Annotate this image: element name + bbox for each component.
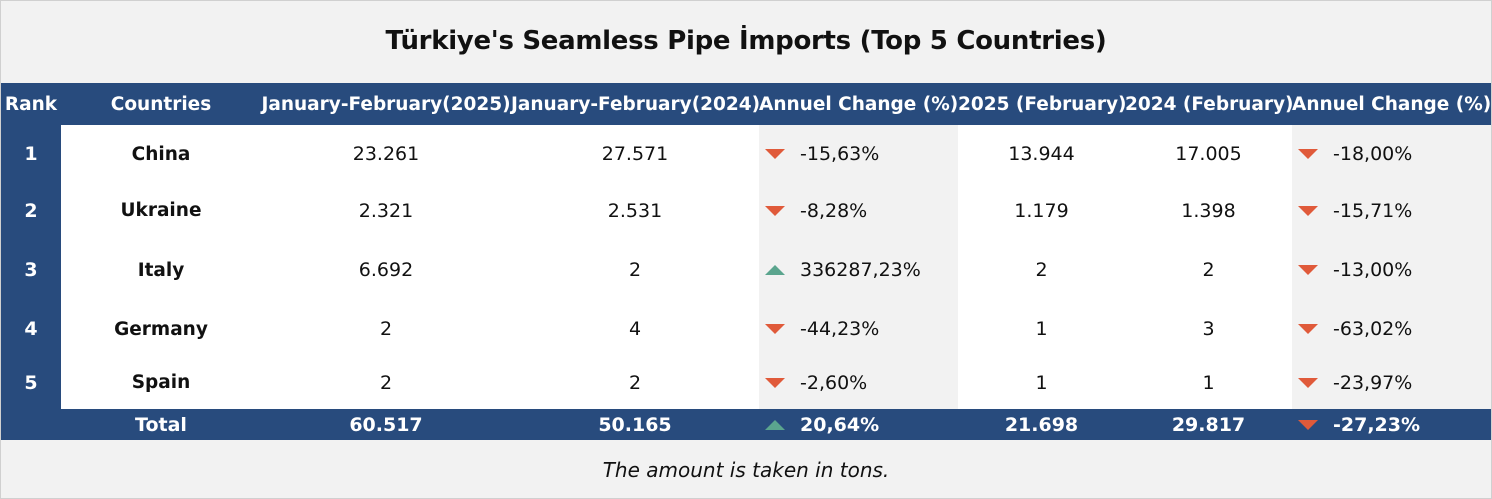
jf2024-cell: 2 xyxy=(511,356,759,409)
change-cell: 336287,23% xyxy=(759,238,958,302)
jf2025-cell: 2 xyxy=(261,356,511,409)
jf2024-cell: 2 xyxy=(511,238,759,302)
col-header: January-February(2024) xyxy=(511,93,761,115)
triangle-up-icon xyxy=(765,419,785,430)
triangle-down-icon xyxy=(765,205,785,216)
rank-cell: 1 xyxy=(1,125,61,183)
feb2025-cell: 1 xyxy=(958,302,1125,356)
change-value: -63,02% xyxy=(1333,318,1413,340)
country-cell: Germany xyxy=(61,302,261,356)
col-header: January-February(2025) xyxy=(261,93,511,115)
change-value: -2,60% xyxy=(800,371,868,394)
feb2025-cell: 13.944 xyxy=(958,125,1125,183)
feb2025-cell: 1.179 xyxy=(958,183,1125,238)
table-row: 5 Spain 2 2 -2,60% 1 1 -23,97% xyxy=(1,356,1491,409)
triangle-down-icon xyxy=(1298,265,1318,275)
feb2024-cell: 1 xyxy=(1125,356,1292,409)
triangle-down-icon xyxy=(1298,205,1318,216)
feb2024-cell: 2 xyxy=(1125,238,1292,302)
change-value: -13,00% xyxy=(1333,259,1413,281)
col-header: 2025 (February) xyxy=(958,93,1127,115)
feb2024-cell: 17.005 xyxy=(1125,125,1292,183)
total-jf2024: 50.165 xyxy=(598,413,672,436)
change-value: -18,00% xyxy=(1333,143,1413,165)
feb2024-cell: 1.398 xyxy=(1125,183,1292,238)
jf2025-cell: 2 xyxy=(261,302,511,356)
col-header: 2024 (February) xyxy=(1125,93,1294,115)
triangle-down-icon xyxy=(1298,419,1318,430)
change-cell: -15,71% xyxy=(1292,183,1491,238)
total-change-cell: -27,23% xyxy=(1292,409,1491,440)
country-cell: China xyxy=(61,125,261,183)
chart-title: Türkiye's Seamless Pipe İmports (Top 5 C… xyxy=(385,26,1107,56)
total-label: Total xyxy=(135,413,187,436)
col-header: Countries xyxy=(110,93,212,115)
col-header: Annuel Change (%) xyxy=(759,93,959,115)
total-jf2025: 60.517 xyxy=(349,413,423,436)
rank-cell: 2 xyxy=(1,183,61,238)
country-cell: Spain xyxy=(61,356,261,409)
triangle-down-icon xyxy=(765,149,785,159)
rank-cell: 3 xyxy=(1,238,61,302)
triangle-down-icon xyxy=(765,377,785,388)
triangle-down-icon xyxy=(1298,324,1318,334)
total-rank-cell xyxy=(1,409,61,440)
table-row: 3 Italy 6.692 2 336287,23% 2 2 -13,00% xyxy=(1,238,1491,302)
total-row: Total 60.517 50.165 20,64% 21.698 29.817… xyxy=(1,409,1491,440)
col-header: Annuel Change (%) xyxy=(1292,93,1492,115)
triangle-up-icon xyxy=(765,265,785,275)
change-cell: -18,00% xyxy=(1292,125,1491,183)
jf2025-cell: 6.692 xyxy=(261,238,511,302)
col-header: Rank xyxy=(4,93,58,115)
total-feb2024: 29.817 xyxy=(1171,413,1246,436)
country-cell: Italy xyxy=(61,238,261,302)
change-value: 336287,23% xyxy=(800,259,921,281)
country-cell: Ukraine xyxy=(61,183,261,238)
change-value: -15,63% xyxy=(800,143,880,165)
table-row: 2 Ukraine 2.321 2.531 -8,28% 1.179 1.398 -15,71… xyxy=(1,183,1491,238)
jf2024-cell: 4 xyxy=(511,302,759,356)
change-cell: -13,00% xyxy=(1292,238,1491,302)
jf2024-cell: 2.531 xyxy=(511,183,759,238)
header-row: Rank Countries January-February(2025) Ja… xyxy=(1,83,1491,125)
change-cell: -23,97% xyxy=(1292,356,1491,409)
rank-cell: 5 xyxy=(1,356,61,409)
jf2025-cell: 23.261 xyxy=(261,125,511,183)
change-value: -44,23% xyxy=(800,318,880,340)
total-change-cell: 20,64% xyxy=(759,409,958,440)
change-cell: -44,23% xyxy=(759,302,958,356)
triangle-down-icon xyxy=(1298,377,1318,388)
table-row: 1 China 23.261 27.571 -15,63% 13.944 17.005 -18… xyxy=(1,125,1491,183)
jf2024-cell: 27.571 xyxy=(511,125,759,183)
change-cell: -63,02% xyxy=(1292,302,1491,356)
change-cell: -2,60% xyxy=(759,356,958,409)
jf2025-cell: 2.321 xyxy=(261,183,511,238)
feb2025-cell: 1 xyxy=(958,356,1125,409)
change-value: -23,97% xyxy=(1333,371,1413,394)
triangle-down-icon xyxy=(765,324,785,334)
feb2025-cell: 2 xyxy=(958,238,1125,302)
imports-table: Rank Countries January-February(2025) Ja… xyxy=(1,83,1491,440)
triangle-down-icon xyxy=(1298,149,1318,159)
total-change-2: -27,23% xyxy=(1333,413,1421,436)
change-value: -15,71% xyxy=(1333,199,1413,222)
change-cell: -8,28% xyxy=(759,183,958,238)
change-cell: -15,63% xyxy=(759,125,958,183)
total-feb2025: 21.698 xyxy=(1004,413,1079,436)
units-note: The amount is taken in tons. xyxy=(602,458,890,482)
feb2024-cell: 3 xyxy=(1125,302,1292,356)
change-value: -8,28% xyxy=(800,199,868,222)
table-row: 4 Germany 2 4 -44,23% 1 3 -63,02% xyxy=(1,302,1491,356)
rank-cell: 4 xyxy=(1,302,61,356)
total-change-1: 20,64% xyxy=(800,413,880,436)
